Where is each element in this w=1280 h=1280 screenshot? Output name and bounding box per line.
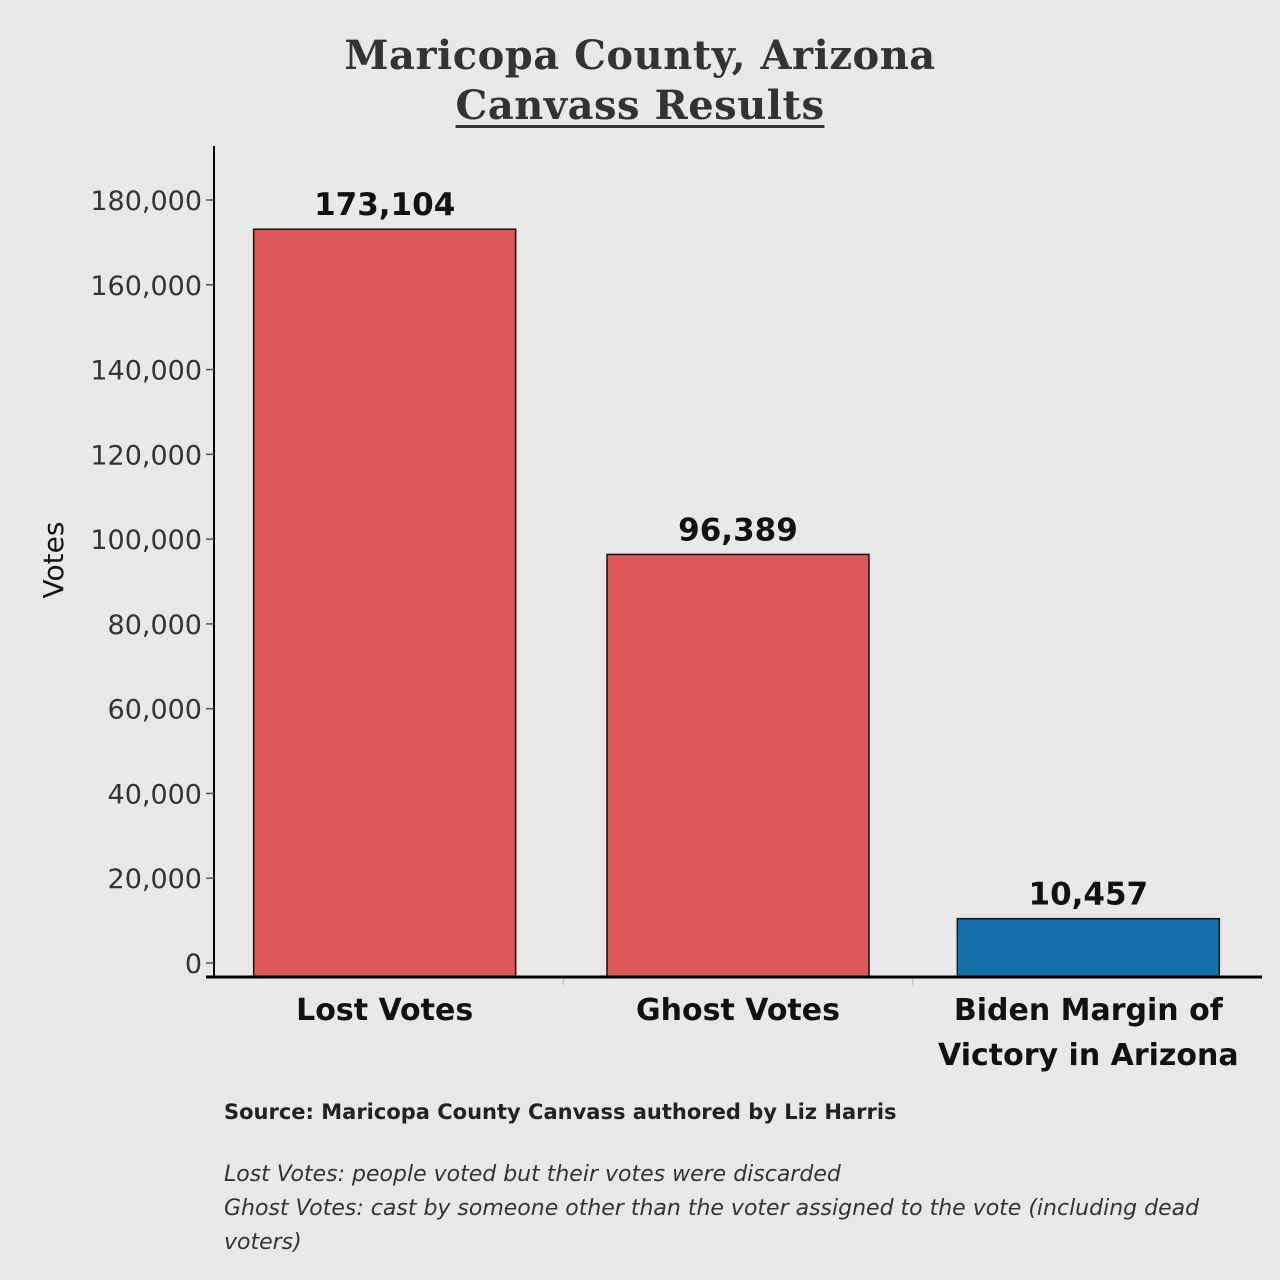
- y-tick-label: 160,000: [90, 271, 202, 302]
- y-tick-label: 80,000: [108, 610, 202, 641]
- bar-value-label: 10,457: [1029, 877, 1149, 913]
- bar: [252, 228, 517, 978]
- y-tick-label: 40,000: [108, 779, 202, 810]
- category-label: Lost Votes: [296, 993, 473, 1028]
- definitions-note: Lost Votes: people voted but their votes…: [224, 1158, 1234, 1260]
- chart-subtitle: Canvass Results: [455, 82, 825, 129]
- definition-lost-votes: Lost Votes: people voted but their votes…: [224, 1162, 841, 1187]
- y-tick-label: 140,000: [90, 356, 202, 387]
- y-tick-label: 180,000: [90, 186, 202, 217]
- bar: [606, 553, 870, 978]
- y-tick-label: 0: [185, 949, 202, 980]
- definition-ghost-votes: Ghost Votes: cast by someone other than …: [224, 1196, 1200, 1221]
- category-label: Biden Margin of: [954, 993, 1224, 1028]
- chart-title: Maricopa County, Arizona: [344, 32, 936, 79]
- y-tick-label: 20,000: [108, 864, 202, 895]
- y-tick-label: 60,000: [108, 695, 202, 726]
- category-label: Ghost Votes: [636, 993, 840, 1028]
- category-label: Victory in Arizona: [938, 1038, 1239, 1073]
- definition-ghost-votes-cont: voters): [224, 1230, 302, 1255]
- bar-chart: 0 20,000 40,000 60,000 80,000 100,000 120,000 1…: [37, 146, 1262, 1073]
- bar-value-label: 96,389: [678, 512, 798, 548]
- y-tick-label: 100,000: [90, 525, 202, 556]
- bar-value-label: 173,104: [314, 187, 455, 223]
- y-tick-label: 120,000: [90, 440, 202, 471]
- bar: [956, 917, 1221, 978]
- source-note: Source: Maricopa County Canvass authored…: [224, 1100, 897, 1124]
- y-axis-label: Votes: [37, 522, 70, 599]
